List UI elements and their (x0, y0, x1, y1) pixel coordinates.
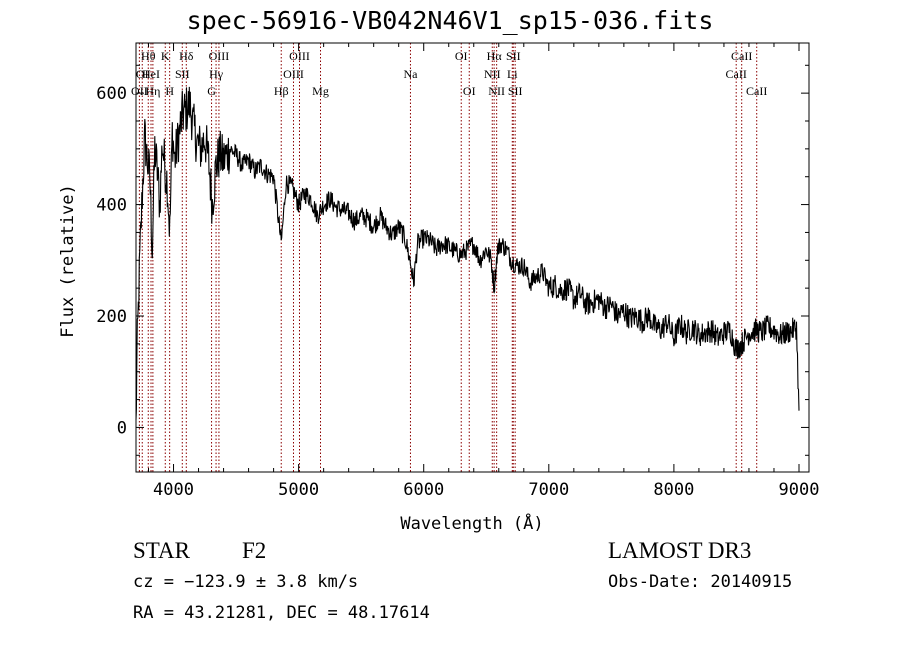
x-tick-label: 4000 (153, 480, 194, 500)
spectral-line-label: OI (463, 84, 476, 98)
y-tick-label: 0 (117, 418, 127, 438)
x-axis-label: Wavelength (Å) (400, 512, 543, 534)
spectral-line-label: OIII (209, 49, 230, 63)
y-tick-label: 200 (96, 307, 127, 327)
x-tick-label: 5000 (278, 480, 319, 500)
y-axis-label: Flux (relative) (58, 184, 78, 338)
spectral-line-label: Hγ (209, 67, 224, 81)
spectral-line-label: OII (131, 84, 148, 98)
y-tick-label: 600 (96, 84, 127, 104)
spectral-line-label: OIII (283, 67, 304, 81)
spectral-line-label: Hη (145, 84, 160, 98)
line-markers (138, 43, 758, 472)
chart-title: spec-56916-VB042N46V1_sp15-036.fits (186, 6, 714, 35)
spectral-line-label: CaII (746, 84, 767, 98)
spectral-line-label: CaII (726, 67, 747, 81)
spectral-line-label: Hδ (179, 49, 194, 63)
obs-date-label: Obs-Date: 20140915 (608, 572, 793, 592)
redshift-label: cz = −123.9 ± 3.8 km/s (133, 572, 359, 592)
plot-frame (135, 42, 810, 473)
x-tick-label: 8000 (653, 480, 694, 500)
spectral-line-label: HeI (142, 67, 160, 81)
spectral-line-label: Na (403, 67, 418, 81)
spectral-line-label: K (161, 49, 170, 63)
spectral-line-label: Hθ (141, 49, 156, 63)
survey-label: LAMOST DR3 (608, 538, 752, 563)
spectral-line-label: SII (508, 84, 523, 98)
x-tick-label: 7000 (528, 480, 569, 500)
subclass-label: F2 (242, 538, 267, 563)
spectral-line-label: OIII (289, 49, 310, 63)
coordinates-label: RA = 43.21281, DEC = 48.17614 (133, 603, 430, 623)
x-tick-label: 6000 (403, 480, 444, 500)
spectral-line-label: SII (506, 49, 521, 63)
spectral-line-label: CaII (731, 49, 752, 63)
object-class-label: STAR (133, 538, 190, 563)
spectral-line-label: Li (507, 67, 518, 81)
flux-series-line (135, 86, 800, 420)
x-tick-label: 9000 (779, 480, 820, 500)
spectral-line-label: OI (136, 67, 149, 81)
spectral-line-label: NII (488, 84, 505, 98)
y-tick-label: 400 (96, 196, 127, 216)
spectral-line-label: G (207, 84, 216, 98)
spectral-line-label: Mg (312, 84, 329, 98)
spectral-line-label: H (165, 84, 174, 98)
x-axis-ticks: 4000 5000 6000 7000 8000 9000 (148, 43, 820, 500)
spectral-line-label: SII (175, 67, 190, 81)
spectral-line-label: OI (455, 49, 468, 63)
spectral-line-label: Hβ (274, 84, 289, 98)
y-axis-ticks: 0 200 400 600 (96, 64, 809, 456)
spectral-line-label: Hα (487, 49, 503, 63)
spectral-line-label: NII (484, 67, 501, 81)
line-marker-labels: OIIOIHθHeIHηKHSIIHδGHγOIIIHβOIIIOIIIMgNa… (131, 49, 767, 98)
